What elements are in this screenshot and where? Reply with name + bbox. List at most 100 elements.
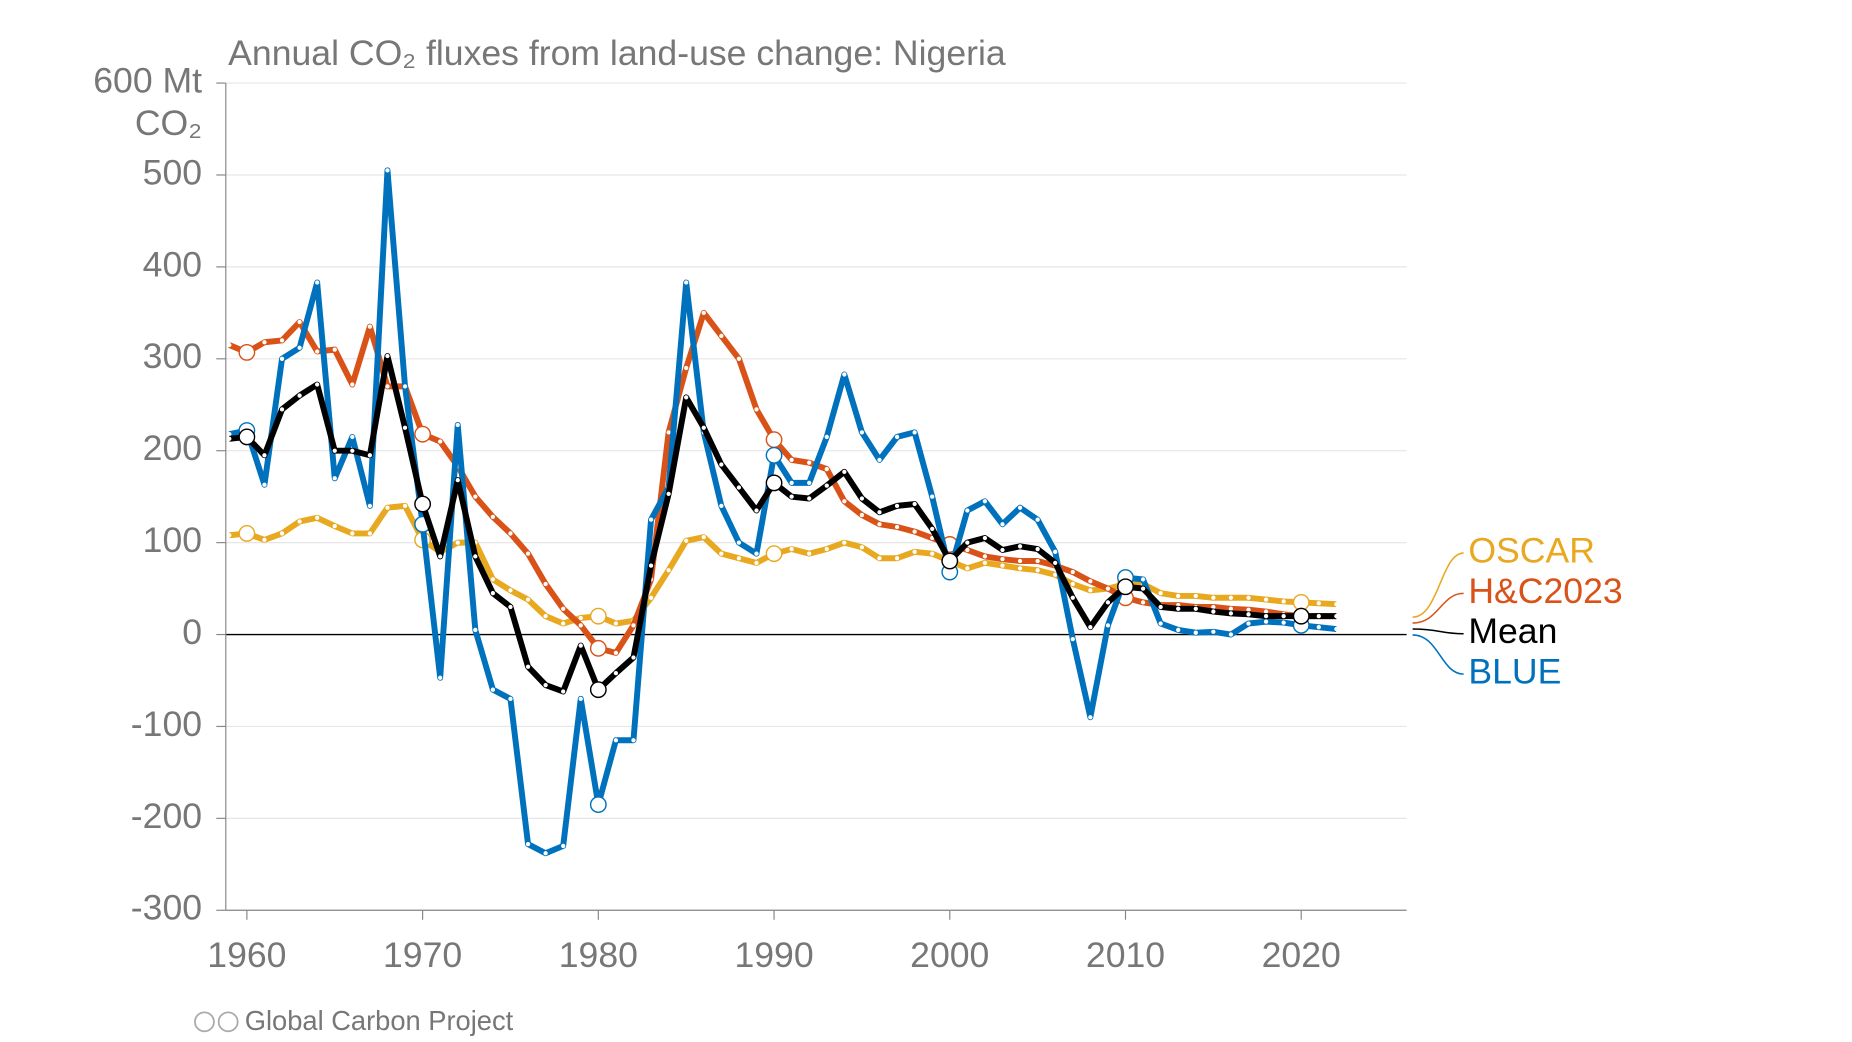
- data-point: [1105, 623, 1111, 628]
- data-point: [1211, 609, 1216, 614]
- data-point: [525, 664, 531, 669]
- y-tick-label: -300: [131, 888, 202, 928]
- data-point: [1035, 558, 1040, 564]
- data-point: [543, 581, 548, 587]
- data-point: [754, 560, 759, 565]
- data-point: [262, 482, 267, 487]
- data-point: [941, 552, 959, 570]
- data-point: [473, 554, 478, 559]
- data-point: [648, 563, 654, 568]
- data-point: [1281, 620, 1286, 625]
- data-point: [1263, 614, 1269, 619]
- data-point: [1176, 627, 1181, 633]
- data-point: [859, 430, 865, 435]
- data-point: [877, 556, 882, 561]
- data-point: [589, 681, 607, 699]
- data-point: [1088, 715, 1093, 720]
- data-point: [754, 508, 759, 513]
- data-point: [561, 606, 566, 611]
- x-tick-label: 2020: [1262, 935, 1341, 975]
- legend-label: BLUE: [1468, 652, 1561, 692]
- legend-label: H&C2023: [1468, 571, 1622, 611]
- data-point: [1140, 577, 1146, 582]
- data-point: [684, 538, 689, 543]
- data-point: [684, 280, 689, 285]
- data-point: [666, 491, 671, 497]
- data-point: [613, 671, 619, 676]
- data-point: [438, 675, 443, 680]
- data-point: [912, 501, 917, 507]
- data-point: [543, 682, 548, 688]
- series: [227, 167, 1339, 857]
- data-point: [350, 448, 355, 453]
- y-tick-label: -100: [131, 704, 202, 744]
- data-point: [578, 643, 583, 648]
- data-point: [1000, 557, 1005, 562]
- data-point: [842, 540, 847, 545]
- data-point: [227, 342, 232, 348]
- data-point: [1193, 630, 1198, 635]
- data-point: [1105, 586, 1111, 591]
- data-point: [350, 531, 355, 536]
- data-point: [589, 607, 607, 625]
- data-point: [332, 523, 337, 529]
- data-point: [1193, 606, 1198, 611]
- data-point: [824, 546, 829, 552]
- data-point: [1334, 602, 1339, 607]
- data-point: [877, 522, 882, 527]
- data-point: [789, 546, 794, 552]
- data-point: [367, 531, 373, 536]
- data-point: [1316, 625, 1321, 630]
- data-point: [402, 425, 408, 430]
- data-point: [894, 524, 900, 530]
- data-point: [613, 650, 619, 656]
- y-unit: CO₂: [135, 103, 202, 143]
- data-point: [1158, 591, 1163, 596]
- data-point: [1228, 611, 1234, 616]
- data-point: [1088, 579, 1093, 584]
- data-point: [1088, 588, 1093, 593]
- data-point: [1211, 604, 1216, 610]
- data-point: [385, 384, 390, 389]
- data-point: [1035, 568, 1040, 573]
- data-point: [701, 425, 706, 430]
- data-point: [859, 496, 865, 501]
- data-point: [894, 556, 900, 561]
- data-point: [385, 505, 390, 510]
- data-point: [912, 549, 917, 554]
- data-point: [279, 338, 285, 343]
- data-point: [262, 453, 267, 458]
- data-point: [1281, 599, 1286, 604]
- data-point: [1281, 614, 1286, 619]
- data-point: [525, 597, 531, 602]
- data-point: [414, 495, 432, 513]
- data-point: [1053, 572, 1058, 577]
- data-point: [1316, 601, 1321, 606]
- data-point: [332, 448, 337, 453]
- data-point: [965, 540, 970, 545]
- data-point: [736, 540, 742, 545]
- data-point: [1017, 566, 1023, 571]
- data-point: [684, 365, 689, 371]
- data-point: [1176, 606, 1181, 611]
- data-point: [589, 639, 607, 657]
- data-point: [613, 738, 619, 743]
- data-point: [1000, 563, 1005, 568]
- data-point: [982, 560, 988, 565]
- data-point: [754, 551, 759, 556]
- data-point: [1017, 505, 1023, 510]
- data-point: [982, 554, 988, 559]
- data-point: [238, 343, 256, 361]
- x-tick-label: 1960: [207, 935, 286, 975]
- x-tick-label: 1990: [734, 935, 813, 975]
- data-point: [930, 494, 935, 499]
- data-point: [279, 356, 285, 361]
- data-point: [227, 432, 232, 437]
- data-point: [631, 623, 636, 628]
- data-point: [666, 568, 671, 573]
- data-point: [930, 551, 935, 556]
- legend-connector: [1412, 592, 1464, 624]
- data-point: [543, 851, 548, 856]
- x-tick-label: 1970: [383, 935, 462, 975]
- data-point: [297, 319, 302, 325]
